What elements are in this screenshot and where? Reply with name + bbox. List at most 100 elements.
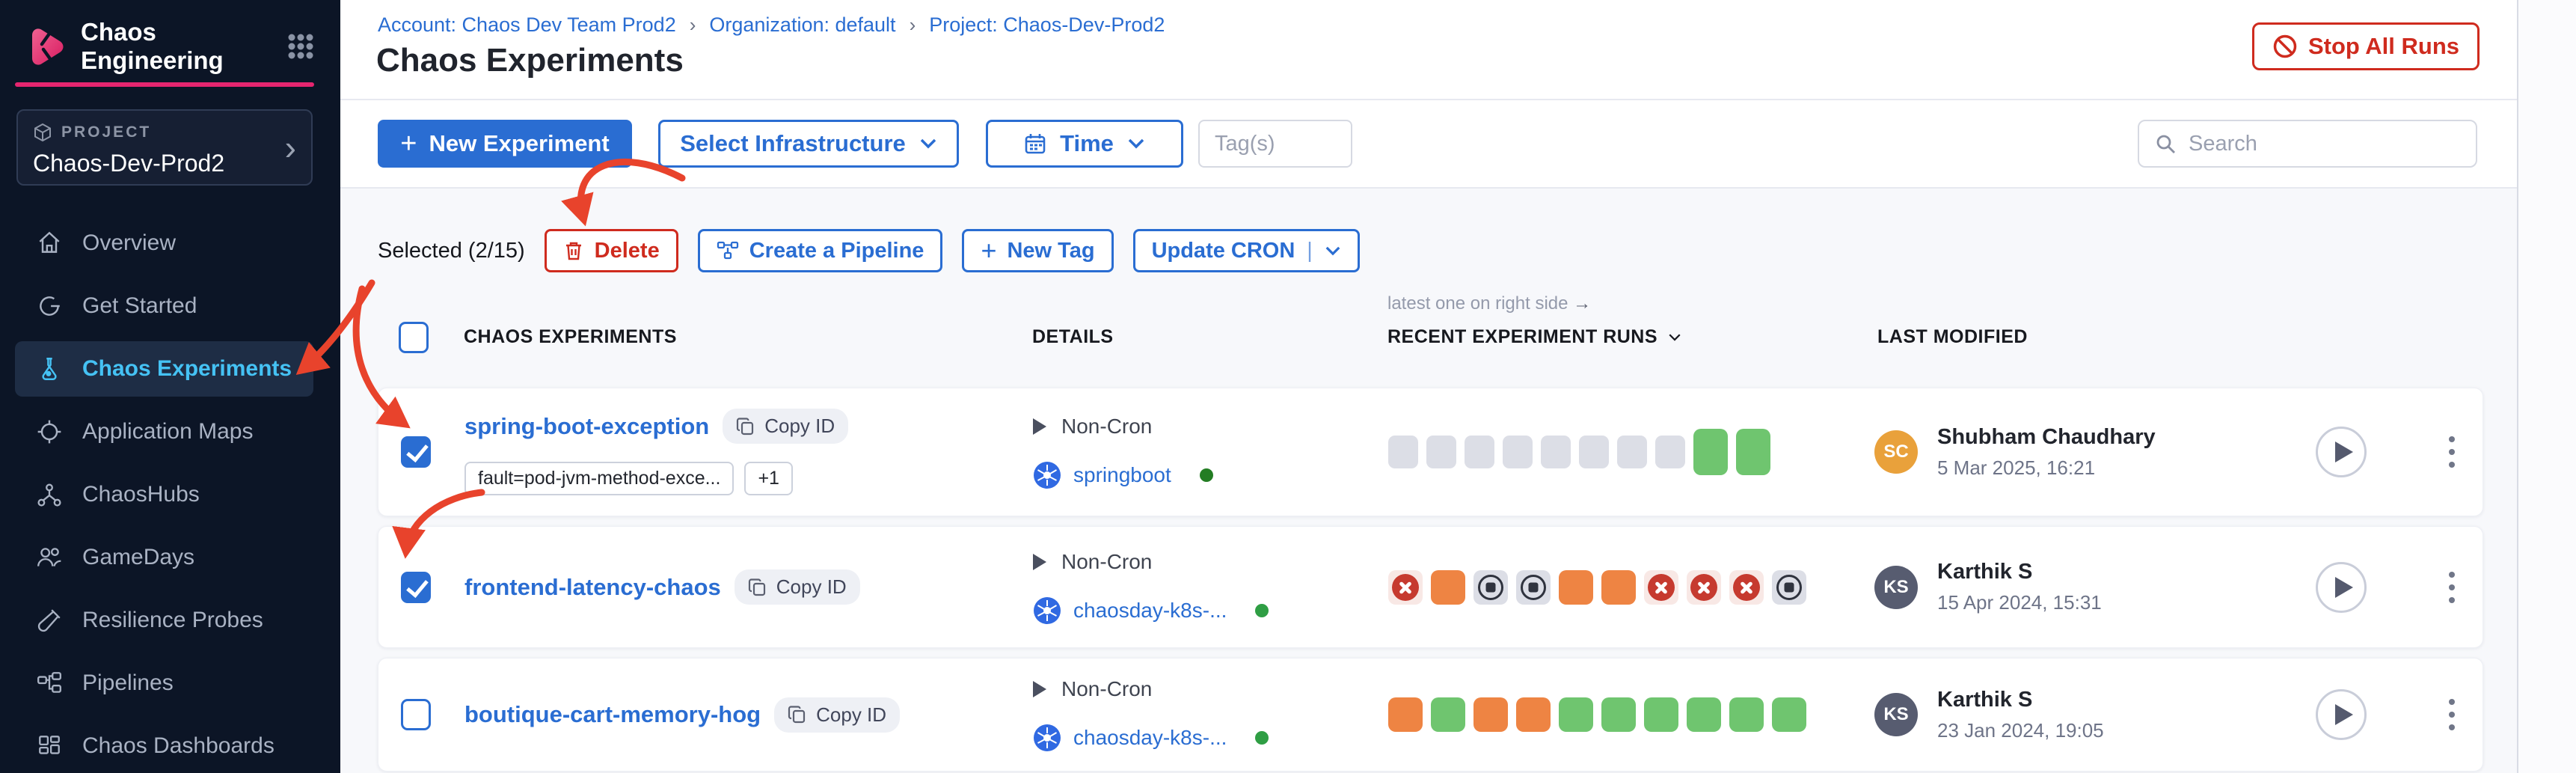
run-status-gray[interactable] xyxy=(1579,436,1609,468)
run-status-green[interactable] xyxy=(1693,429,1728,475)
chevron-down-icon xyxy=(1325,245,1341,257)
play-icon xyxy=(2334,442,2353,462)
run-status-gray[interactable] xyxy=(1465,436,1494,468)
delete-button[interactable]: Delete xyxy=(544,229,678,272)
run-status-orange[interactable] xyxy=(1431,569,1465,605)
sidebar-item-get-started[interactable]: Get Started xyxy=(0,275,340,337)
tag-pill[interactable]: fault=pod-jvm-method-exce... xyxy=(464,462,735,495)
run-status-green[interactable] xyxy=(1601,697,1636,732)
run-status-green[interactable] xyxy=(1687,697,1721,732)
recent-runs-strip[interactable] xyxy=(1388,388,1770,516)
time-filter-dropdown[interactable]: Time xyxy=(986,120,1183,168)
run-status-gray[interactable] xyxy=(1617,436,1647,468)
project-selector[interactable]: PROJECT Chaos-Dev-Prod2 › xyxy=(16,109,313,186)
run-status-stopped[interactable] xyxy=(1516,569,1551,605)
run-status-green[interactable] xyxy=(1729,697,1764,732)
column-header-runs[interactable]: RECENT EXPERIMENT RUNS xyxy=(1387,326,1681,348)
cron-status[interactable]: Non-Cron xyxy=(1033,415,1213,439)
run-status-green[interactable] xyxy=(1772,697,1806,732)
run-status-orange[interactable] xyxy=(1388,697,1423,732)
cube-icon xyxy=(33,123,52,142)
more-tags-pill[interactable]: +1 xyxy=(744,462,793,495)
page-title: Chaos Experiments xyxy=(376,42,684,79)
run-status-gray[interactable] xyxy=(1541,436,1571,468)
run-status-gray[interactable] xyxy=(1503,436,1533,468)
run-status-failed[interactable] xyxy=(1687,569,1721,605)
experiment-row[interactable]: boutique-cart-memory-hog Copy ID Non-Cro… xyxy=(378,658,2483,772)
experiment-name-link[interactable]: spring-boot-exception xyxy=(464,412,710,439)
sidebar-item-chaoshubs[interactable]: ChaosHubs xyxy=(0,463,340,526)
plus-icon: + xyxy=(400,128,417,159)
row-checkbox[interactable] xyxy=(401,699,431,730)
kubernetes-icon xyxy=(1033,724,1061,752)
experiment-name-link[interactable]: frontend-latency-chaos xyxy=(464,573,721,600)
run-status-orange[interactable] xyxy=(1559,569,1593,605)
breadcrumb-project[interactable]: Project: Chaos-Dev-Prod2 xyxy=(929,13,1165,36)
home-icon xyxy=(36,230,63,257)
recent-runs-strip[interactable] xyxy=(1388,659,1806,771)
row-checkbox[interactable] xyxy=(401,571,431,603)
runs-note: latest one on right side → xyxy=(1387,293,1592,314)
run-status-failed[interactable] xyxy=(1388,569,1423,605)
run-status-green[interactable] xyxy=(1736,429,1770,475)
copy-id-button[interactable]: Copy ID xyxy=(774,697,901,733)
experiment-name-link[interactable]: boutique-cart-memory-hog xyxy=(464,701,761,727)
cron-status[interactable]: Non-Cron xyxy=(1033,677,1269,701)
sidebar-item-pipelines[interactable]: Pipelines xyxy=(0,652,340,715)
modified-by-name: Shubham Chaudhary xyxy=(1937,424,2156,449)
run-experiment-button[interactable] xyxy=(2316,561,2367,613)
search-input[interactable] xyxy=(2189,129,2471,159)
run-status-orange[interactable] xyxy=(1601,569,1636,605)
sidebar-item-chaos-dashboards[interactable]: Chaos Dashboards xyxy=(0,715,340,773)
experiment-row[interactable]: frontend-latency-chaos Copy ID Non-Cron xyxy=(378,526,2483,648)
run-status-green[interactable] xyxy=(1559,697,1593,732)
copy-icon xyxy=(788,705,807,724)
run-status-orange[interactable] xyxy=(1473,697,1508,732)
run-status-stopped[interactable] xyxy=(1473,569,1508,605)
copy-id-button[interactable]: Copy ID xyxy=(734,569,860,605)
infrastructure-link[interactable]: chaosday-k8s-... xyxy=(1073,726,1227,749)
sidebar-item-application-maps[interactable]: Application Maps xyxy=(0,400,340,463)
row-menu-kebab[interactable] xyxy=(2441,429,2462,475)
recent-runs-strip[interactable] xyxy=(1388,527,1806,647)
infrastructure-link[interactable]: springboot xyxy=(1073,463,1171,486)
run-status-stopped[interactable] xyxy=(1772,569,1806,605)
sidebar-item-resilience-probes[interactable]: Resilience Probes xyxy=(0,589,340,652)
breadcrumb-account[interactable]: Account: Chaos Dev Team Prod2 xyxy=(378,13,676,36)
infrastructure-link[interactable]: chaosday-k8s-... xyxy=(1073,598,1227,622)
create-pipeline-button[interactable]: Create a Pipeline xyxy=(697,229,943,272)
failed-icon xyxy=(1733,573,1760,601)
copy-id-button[interactable]: Copy ID xyxy=(723,409,849,444)
run-status-green[interactable] xyxy=(1644,697,1678,732)
calendar-icon xyxy=(1024,132,1046,155)
update-cron-dropdown[interactable]: Update CRON | xyxy=(1132,229,1360,272)
stop-all-runs-button[interactable]: Stop All Runs xyxy=(2251,22,2480,70)
apps-grid-icon[interactable] xyxy=(284,30,317,63)
row-menu-kebab[interactable] xyxy=(2441,691,2462,738)
trash-icon xyxy=(563,240,584,261)
run-status-failed[interactable] xyxy=(1644,569,1678,605)
run-status-gray[interactable] xyxy=(1426,436,1456,468)
row-checkbox[interactable] xyxy=(401,436,431,468)
run-status-green[interactable] xyxy=(1431,697,1465,732)
chevron-right-icon: › xyxy=(284,128,296,167)
experiment-row[interactable]: spring-boot-exception Copy ID fault=pod-… xyxy=(378,388,2483,516)
new-tag-button[interactable]: + New Tag xyxy=(962,229,1114,272)
run-status-orange[interactable] xyxy=(1516,697,1551,732)
run-status-gray[interactable] xyxy=(1388,436,1418,468)
breadcrumb-organization[interactable]: Organization: default xyxy=(709,13,896,36)
sidebar-item-chaos-experiments[interactable]: Chaos Experiments xyxy=(0,337,340,400)
row-menu-kebab[interactable] xyxy=(2441,564,2462,611)
cron-status[interactable]: Non-Cron xyxy=(1033,550,1269,574)
run-experiment-button[interactable] xyxy=(2316,427,2367,477)
tags-filter-input[interactable] xyxy=(1198,120,1352,168)
select-infrastructure-dropdown[interactable]: Select Infrastructure xyxy=(658,120,959,168)
run-status-failed[interactable] xyxy=(1729,569,1764,605)
new-experiment-button[interactable]: + New Experiment xyxy=(378,120,632,168)
sidebar-item-gamedays[interactable]: GameDays xyxy=(0,526,340,589)
sidebar-item-overview[interactable]: Overview xyxy=(0,212,340,275)
select-all-checkbox[interactable] xyxy=(399,322,429,353)
run-status-gray[interactable] xyxy=(1655,436,1685,468)
expand-triangle-icon xyxy=(1033,418,1046,435)
run-experiment-button[interactable] xyxy=(2316,689,2367,740)
